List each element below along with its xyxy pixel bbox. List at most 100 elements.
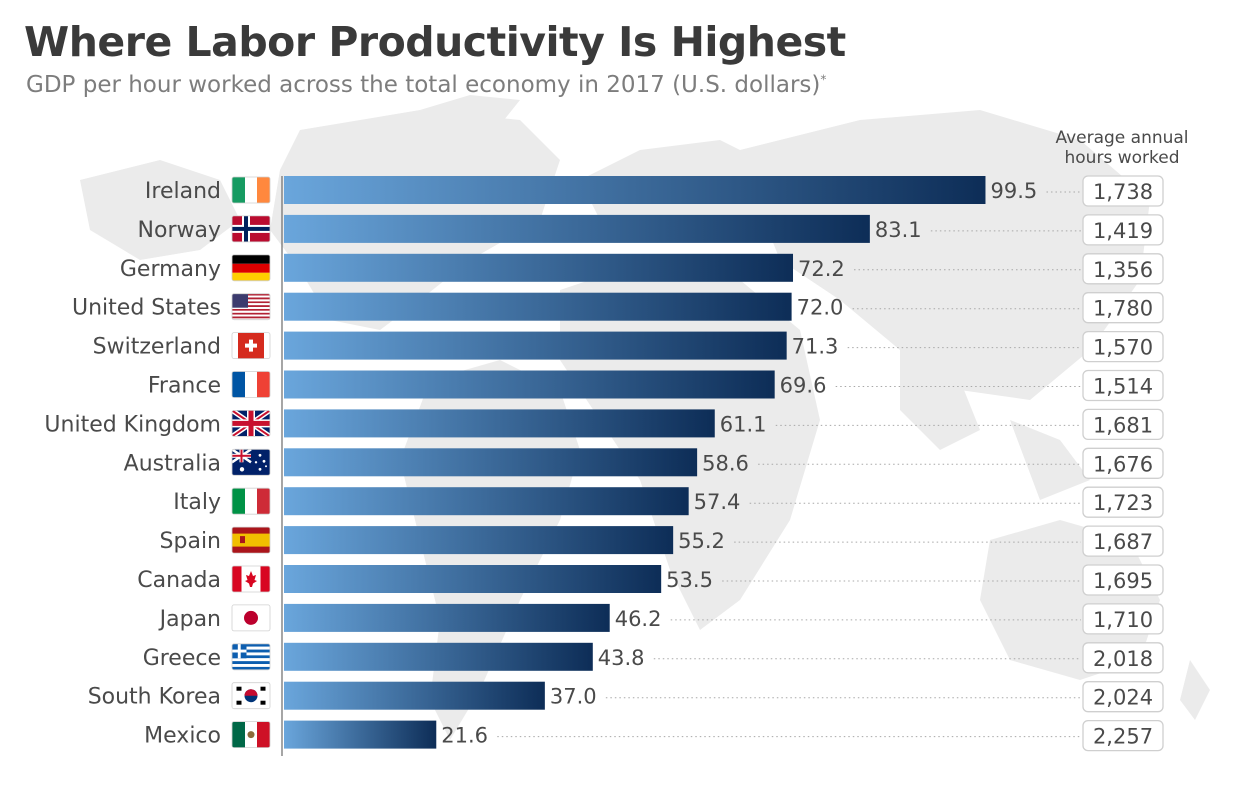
flag-border [231, 487, 271, 515]
flag-border [231, 448, 271, 476]
germany-flag-icon [232, 254, 270, 281]
country-label-france: France [148, 374, 221, 399]
flag-border [231, 332, 271, 360]
value-label-canada: 53.5 [666, 568, 713, 592]
value-label-ireland: 99.5 [990, 179, 1037, 203]
hours-value-japan: 1,710 [1093, 608, 1153, 632]
bar-france [284, 370, 775, 399]
bar-ireland [284, 176, 986, 204]
flag-border [231, 371, 271, 398]
hours-value-ireland: 1,738 [1093, 180, 1153, 204]
value-label-mexico: 21.6 [441, 724, 488, 748]
hours-value-italy: 1,723 [1093, 491, 1153, 515]
country-label-spain: Spain [160, 529, 221, 554]
value-label-italy: 57.4 [694, 490, 741, 514]
value-label-spain: 55.2 [678, 529, 725, 553]
bar-mexico [284, 720, 437, 749]
flag-border [231, 176, 271, 204]
hours-box-spain [1082, 525, 1164, 557]
hours-box-greece [1082, 642, 1164, 674]
hours-value-germany: 1,356 [1093, 258, 1153, 282]
bar-canada [284, 565, 662, 593]
hours-value-canada: 1,695 [1093, 569, 1153, 593]
australia-flag-icon [232, 449, 270, 476]
hours-box-ireland [1082, 175, 1164, 207]
bar-greece [284, 642, 593, 671]
hours-value-greece: 2,018 [1093, 647, 1153, 671]
hours-value-norway: 1,419 [1093, 219, 1153, 243]
value-label-south-korea: 37.0 [550, 685, 597, 709]
hours-value-mexico: 2,257 [1093, 725, 1153, 749]
hours-column-header: Average annual hours worked [1040, 128, 1204, 168]
hours-box-switzerland [1082, 330, 1164, 363]
bar-japan [284, 603, 610, 632]
united-kingdom-flag-icon [232, 410, 270, 437]
flag-border [231, 254, 271, 282]
chart-title: Where Labor Productivity Is Highest [24, 18, 846, 66]
hours-box-france [1082, 369, 1164, 402]
hours-box-norway [1082, 214, 1164, 246]
norway-flag-icon [232, 215, 270, 242]
flag-border [231, 293, 271, 321]
bar-spain [284, 526, 674, 555]
flag-border [231, 721, 271, 748]
greece-flag-icon [232, 643, 270, 670]
hours-box-italy [1082, 486, 1164, 518]
country-label-mexico: Mexico [144, 724, 221, 749]
bar-south-korea [284, 681, 545, 710]
hours-box-germany [1082, 253, 1164, 285]
bar-italy [284, 487, 689, 516]
flag-border [231, 604, 271, 632]
bar-united-states [284, 292, 792, 321]
hours-value-switzerland: 1,570 [1093, 336, 1153, 360]
value-label-norway: 83.1 [875, 218, 922, 242]
country-label-australia: Australia [124, 451, 221, 476]
hours-value-france: 1,514 [1093, 375, 1153, 399]
country-label-south-korea: South Korea [88, 685, 221, 710]
flag-border [231, 682, 271, 710]
bar-australia [284, 448, 698, 477]
footnote-mark: * [820, 72, 827, 87]
hours-box-australia [1082, 447, 1164, 479]
value-label-greece: 43.8 [598, 646, 645, 670]
value-label-switzerland: 71.3 [792, 335, 839, 359]
hours-value-united-kingdom: 1,681 [1093, 413, 1153, 437]
country-label-japan: Japan [158, 607, 221, 632]
spain-flag-icon [232, 527, 270, 554]
country-label-united-kingdom: United Kingdom [44, 412, 221, 437]
flag-border [231, 409, 271, 437]
canada-flag-icon [232, 566, 270, 592]
south-korea-flag-icon [232, 682, 270, 709]
ireland-flag-icon [232, 177, 270, 203]
value-label-germany: 72.2 [798, 257, 845, 281]
subtitle-text: GDP per hour worked across the total eco… [26, 72, 821, 98]
value-label-france: 69.6 [780, 374, 827, 398]
hours-box-united-states [1082, 292, 1164, 324]
bar-united-kingdom [284, 409, 715, 438]
bar-switzerland [284, 331, 787, 360]
country-label-germany: Germany [120, 257, 221, 282]
country-label-canada: Canada [137, 568, 221, 593]
country-label-greece: Greece [143, 646, 221, 671]
chart-subtitle: GDP per hour worked across the total eco… [26, 72, 826, 98]
hours-header-line-1: Average annual [1055, 128, 1189, 148]
hours-box-south-korea [1082, 681, 1164, 713]
flag-border [231, 215, 271, 243]
hours-header-line-2: hours worked [1064, 148, 1180, 168]
switzerland-flag-icon [232, 332, 270, 359]
hours-value-spain: 1,687 [1093, 530, 1153, 554]
country-label-italy: Italy [173, 490, 221, 515]
hours-box-mexico [1082, 719, 1164, 752]
flag-border [231, 526, 271, 554]
hours-box-united-kingdom [1082, 408, 1164, 441]
france-flag-icon [232, 371, 270, 398]
hours-box-japan [1082, 603, 1164, 635]
flag-border [231, 565, 271, 593]
mexico-flag-icon [232, 721, 270, 748]
hours-value-south-korea: 2,024 [1093, 686, 1153, 710]
value-label-australia: 58.6 [702, 451, 749, 475]
italy-flag-icon [232, 488, 270, 515]
united-states-flag-icon [232, 293, 270, 320]
hours-value-united-states: 1,780 [1093, 297, 1153, 321]
